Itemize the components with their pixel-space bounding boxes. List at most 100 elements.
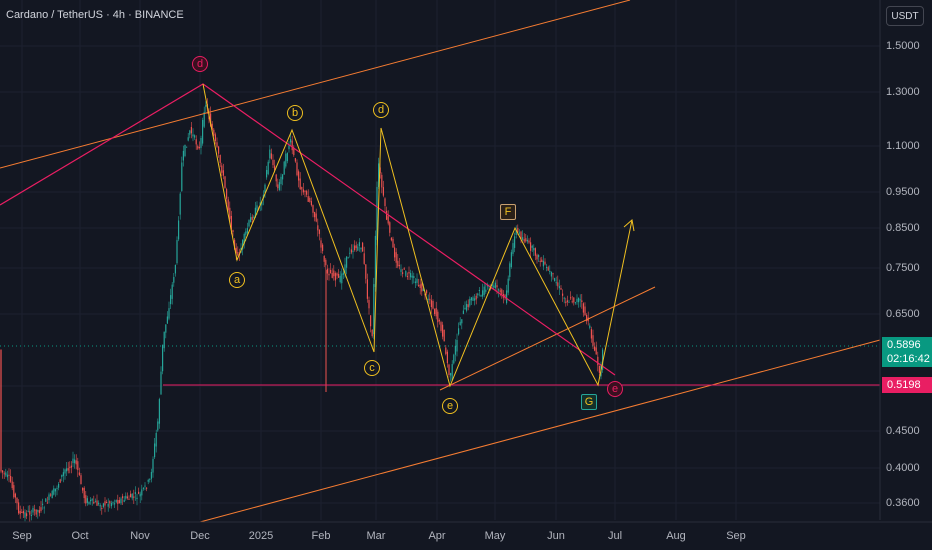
symbol-title[interactable]: Cardano / TetherUS · 4h · BINANCE [6,9,184,21]
candle-body [256,205,258,211]
candle-body [602,349,604,370]
candle-body [430,300,432,307]
candle-body [99,504,101,507]
candle-body [434,309,436,314]
candle-body [307,196,309,202]
wave-label-e[interactable]: e [442,398,458,414]
candle-body [574,302,576,304]
upper-channel-line[interactable] [0,0,631,169]
candle-body [112,502,114,504]
candle-body [83,487,85,499]
candle-body [264,184,266,193]
candle-body [592,335,594,346]
candle-body [354,245,356,250]
candle-body [35,509,37,515]
candle-body [322,244,324,251]
candle-body [221,165,223,173]
wave-label-b[interactable]: b [287,105,303,121]
projection-arrowhead [623,219,635,232]
candle-body [376,186,378,240]
candle-body [296,162,298,176]
wave-label-G[interactable]: G [581,394,597,410]
candle-body [328,273,330,276]
candle-body [107,503,109,507]
candle-body [448,364,450,375]
candle-body [408,272,410,274]
price-tick-label: 0.3600 [886,497,920,509]
candle-body [157,421,159,431]
candle-body [304,190,306,192]
candle-body [582,303,584,313]
candle-body [11,481,13,489]
candle-body [10,476,12,482]
candle-body [374,235,376,287]
candle-body [546,267,548,268]
candle-body [269,149,271,159]
candle-body [573,297,575,303]
candle-body [547,267,549,271]
candle-body [40,507,42,512]
candle-body [275,174,277,182]
candle-body [146,487,148,489]
inner-channel-line[interactable] [439,286,656,391]
wave-label-c[interactable]: c [364,360,380,376]
candle-body [72,458,74,464]
candle-body [54,488,56,492]
candle-body [578,298,580,303]
candle-body [323,256,325,262]
price-tick-label: 0.4000 [886,462,920,474]
candle-body [522,237,524,240]
candle-body [66,468,68,472]
candle-body [85,495,87,504]
candle-body [0,349,2,472]
candle-body [272,159,274,166]
candle-body [312,205,314,213]
candle-body [366,279,368,299]
candle-body [162,344,164,372]
elliott-wave-path[interactable] [202,83,633,388]
candle-body [598,365,600,373]
candle-body [114,503,116,505]
candle-body [461,319,463,324]
candle-body [234,239,236,250]
wave-label-F[interactable]: F [500,204,516,220]
candle-body [469,298,471,306]
candle-body [357,246,359,251]
candle-body [37,510,39,512]
candle-body [349,252,351,254]
candle-body [568,301,570,303]
candle-body [283,161,285,175]
price-tick-label: 0.9500 [886,186,920,198]
candle-body [53,488,55,495]
candle-body [122,496,124,499]
time-tick-label: Oct [71,530,89,542]
candle-body [46,502,48,504]
candle-body [477,293,479,296]
candle-body [403,268,405,270]
candle-body [464,307,466,310]
wave-label-a[interactable]: a [229,272,245,288]
candle-body [344,264,346,274]
wave-label-e-target[interactable]: e [607,381,623,397]
candle-body [384,198,386,206]
candle-body [397,260,399,267]
candle-body [414,281,416,283]
lower-channel-line[interactable] [199,339,881,523]
candle-body [270,153,272,159]
candle-body [475,295,477,300]
candle-body [413,276,415,278]
price-tick-label: 0.8500 [886,222,920,234]
candle-body [595,347,597,355]
candle-body [458,328,460,335]
candle-body [29,511,31,515]
wave-label-d[interactable]: d [373,102,389,118]
wave-label-d-major[interactable]: d [192,56,208,72]
candle-body [451,364,453,381]
candle-body [96,500,98,506]
candle-body [67,468,69,471]
currency-selector[interactable]: USDT [886,6,924,26]
candle-body [218,146,220,154]
candle-body [219,155,221,163]
candle-body [134,492,136,494]
